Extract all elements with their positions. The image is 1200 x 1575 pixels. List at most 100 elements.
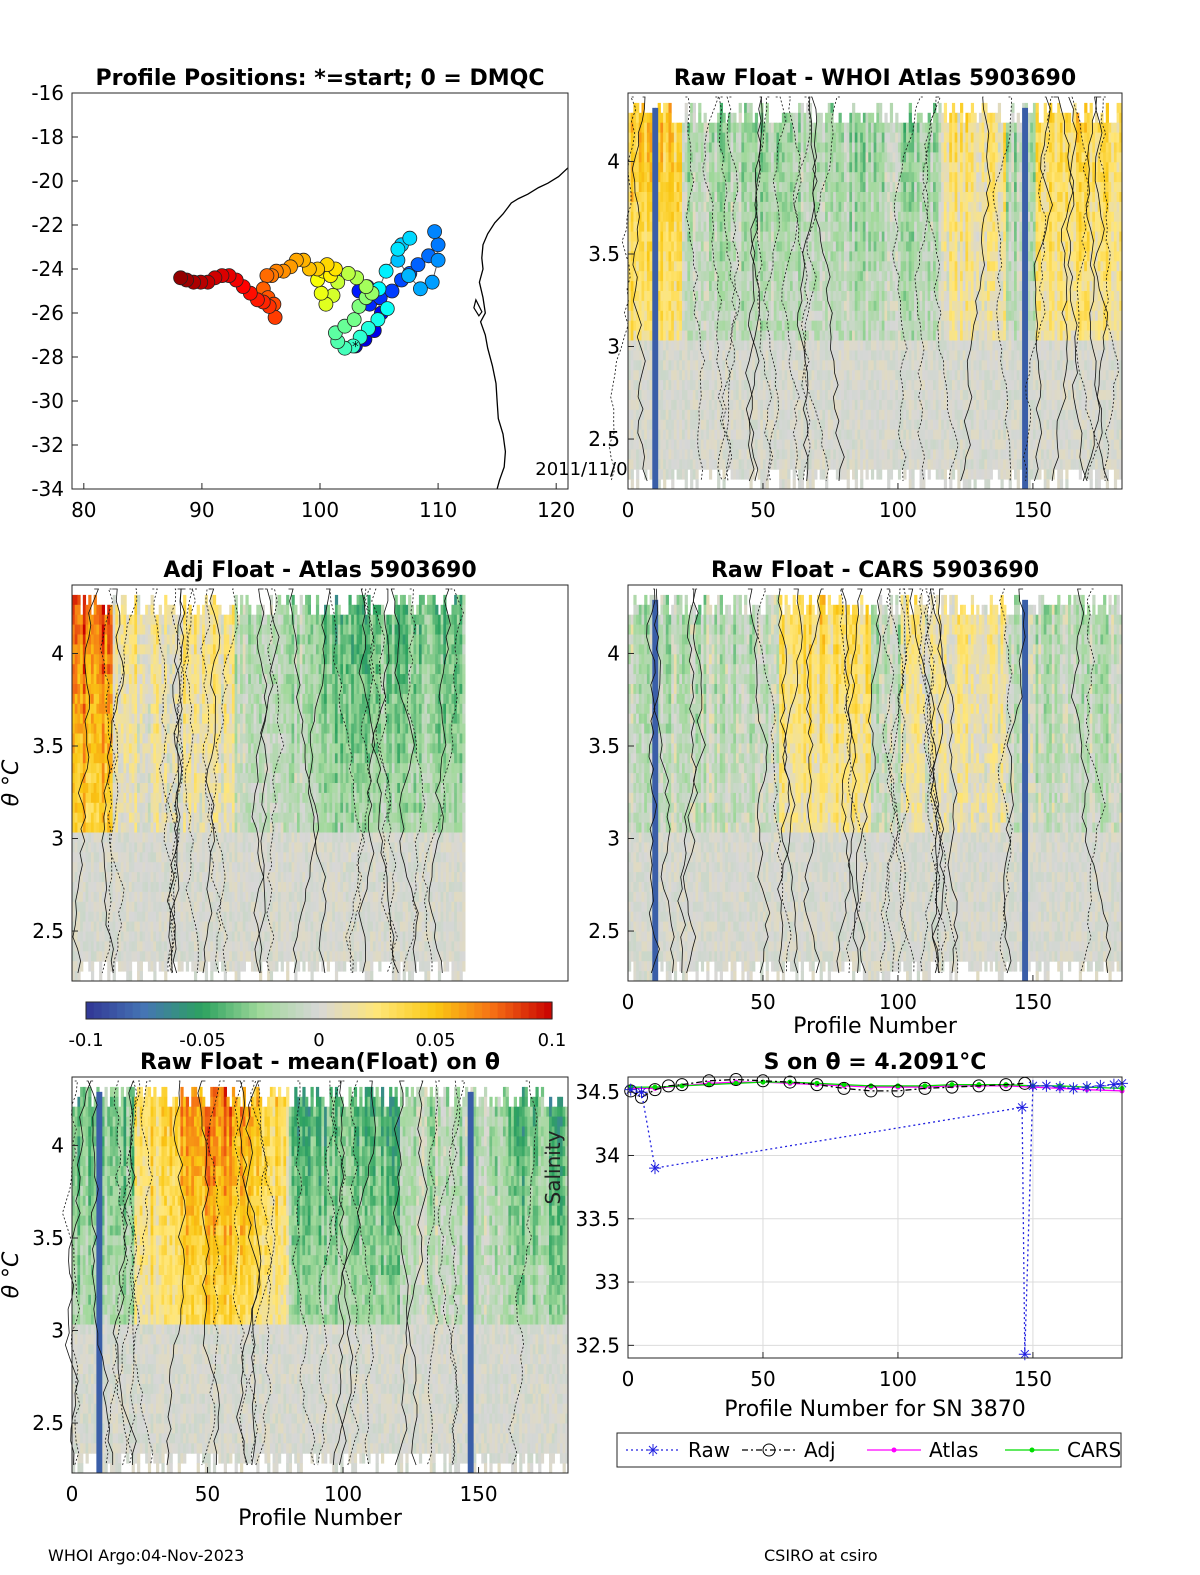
heatmap-cell	[854, 479, 858, 490]
heatmap-cell	[633, 211, 637, 223]
x-tick-label: 120	[537, 498, 575, 522]
heatmap-cell	[749, 102, 753, 114]
heatmap-cell	[644, 172, 648, 183]
heatmap-cell	[646, 122, 651, 134]
heatmap-cell	[644, 419, 648, 431]
heatmap-cell	[644, 469, 648, 480]
heatmap-cell	[638, 380, 642, 391]
heatmap-cell	[644, 221, 648, 233]
heatmap-cell	[684, 469, 688, 480]
heatmap-cell	[646, 152, 651, 163]
heatmap-cell	[633, 439, 637, 450]
heatmap-cell	[644, 439, 648, 450]
heatmap-cell	[646, 380, 651, 391]
heatmap-cell	[638, 271, 642, 282]
heatmap-cell	[628, 112, 632, 124]
heatmap-cell	[628, 201, 632, 213]
heatmap-cell	[628, 449, 632, 460]
heatmap-cell	[633, 380, 637, 391]
heatmap-cell	[749, 479, 753, 490]
heatmap-cell	[846, 469, 850, 480]
heatmap-cell	[671, 469, 675, 480]
heatmap-cell	[633, 231, 637, 242]
heatmap-cell	[668, 102, 672, 114]
heatmap-cell	[644, 112, 648, 124]
heatmap-cell	[908, 112, 912, 124]
heatmap-cell	[633, 102, 637, 114]
heatmap-cell	[646, 211, 651, 223]
heatmap-cell	[646, 320, 651, 332]
heatmap-cell	[644, 241, 648, 252]
heatmap-cell	[692, 112, 696, 124]
heatmap-cell	[754, 112, 759, 124]
heatmap-cell	[644, 261, 648, 272]
heatmap-cell	[870, 469, 875, 480]
heatmap-cell	[633, 330, 637, 341]
heatmap-cell	[984, 102, 988, 114]
heatmap-cell	[636, 211, 640, 223]
map-panel: *80 90 100 110 120-16-18-20-22-24-26-28-30-3…	[31, 66, 639, 522]
heatmap-cell	[641, 429, 645, 440]
profile-marker	[412, 281, 428, 297]
heatmap-cell	[879, 469, 883, 480]
heatmap-cell	[633, 360, 637, 371]
heatmap-cell	[765, 479, 769, 490]
heatmap-cell	[641, 192, 645, 203]
heatmap-cell	[628, 182, 632, 193]
heatmap-cell	[638, 459, 642, 470]
heatmap-cell	[636, 459, 640, 470]
y-tick-label: -34	[31, 477, 64, 501]
heatmap-cell	[641, 449, 645, 460]
heatmap-cell	[644, 122, 648, 134]
heatmap-cell	[927, 469, 931, 480]
heatmap-cell	[644, 449, 648, 460]
heatmap-cell	[641, 221, 645, 233]
profile-marker	[379, 301, 395, 317]
heatmap-cell	[636, 281, 640, 292]
heatmap-cell	[943, 469, 948, 480]
heatmap-cell	[630, 142, 634, 153]
heatmap-cell	[641, 152, 645, 163]
heatmap-cell	[641, 419, 645, 431]
heatmap-cell	[641, 409, 645, 421]
heatmap-cell	[633, 340, 637, 351]
heatmap-cell	[638, 172, 642, 183]
heatmap-cell	[800, 102, 804, 114]
heatmap-cell	[636, 251, 640, 262]
heatmap-cell	[633, 350, 637, 361]
date-annotation: 2011/11/09	[535, 459, 639, 480]
heatmap-cell	[636, 479, 640, 490]
heatmap-cell	[857, 112, 861, 124]
heatmap-cell	[633, 291, 637, 302]
heatmap-cell	[636, 469, 640, 480]
heatmap-cell	[897, 469, 902, 480]
heatmap-cell	[636, 162, 640, 173]
heatmap-cell	[638, 419, 642, 431]
heatmap-cell	[630, 211, 634, 223]
heatmap-cell	[644, 201, 648, 213]
profile-marker	[430, 237, 446, 253]
heatmap-cell	[792, 479, 796, 490]
heatmap-cell	[641, 340, 645, 351]
heatmap-cell	[814, 469, 818, 480]
heatmap-cell	[636, 132, 640, 143]
heatmap-cell	[630, 340, 634, 351]
heatmap-cell	[646, 360, 651, 371]
heatmap-cell	[633, 192, 637, 203]
heatmap-cell	[633, 320, 637, 332]
heatmap-cell	[638, 192, 642, 203]
x-tick-label: 100	[301, 498, 339, 522]
profile-marker	[390, 241, 406, 257]
heatmap-cell	[641, 172, 645, 183]
heatmap-cell	[628, 192, 632, 203]
heatmap-cell	[636, 182, 640, 193]
heatmap-cell	[628, 350, 632, 361]
x-tick-label: 80	[71, 498, 96, 522]
heatmap-cell	[630, 310, 634, 322]
heatmap-cell	[628, 122, 632, 134]
heatmap-cell	[628, 439, 632, 450]
heatmap-cell	[628, 310, 632, 322]
heatmap-cell	[787, 479, 791, 490]
